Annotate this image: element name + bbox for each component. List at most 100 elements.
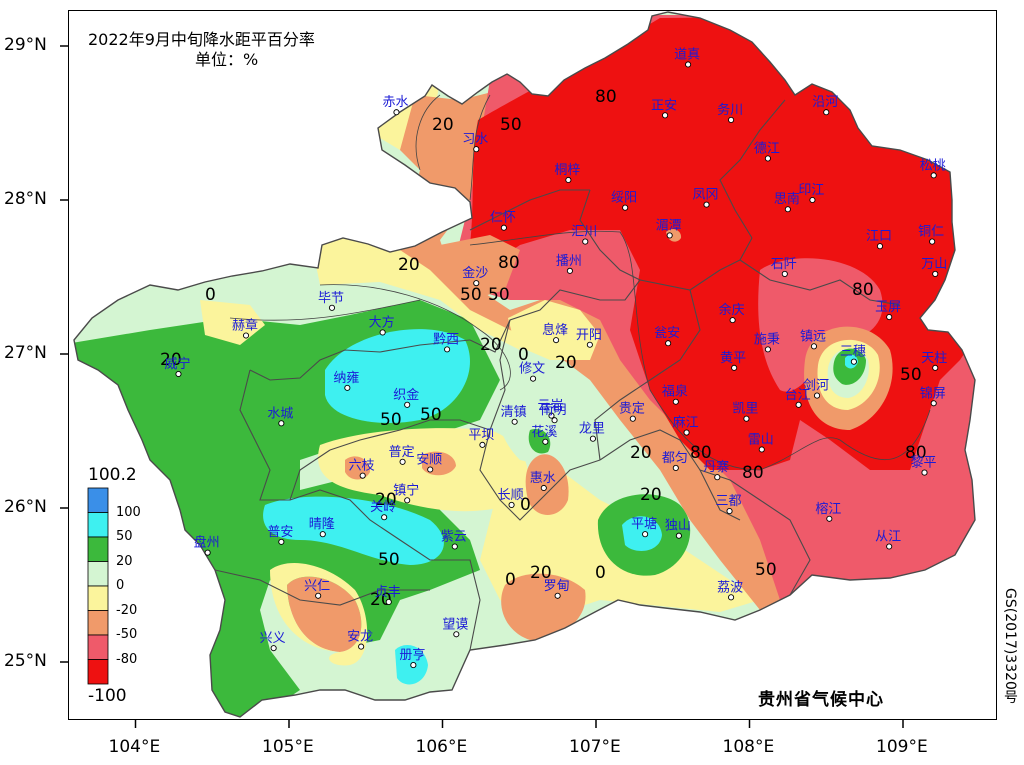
fill-cyan-guanling	[263, 496, 444, 565]
city-marker: 都匀	[662, 451, 688, 472]
city-label: 正安	[651, 98, 677, 113]
fill-cyan-nayong	[325, 329, 470, 423]
city-marker: 罗甸	[544, 579, 570, 599]
contour-label: 50	[488, 285, 510, 305]
city-label: 息烽	[542, 322, 568, 338]
city-label: 独山	[665, 519, 691, 534]
prefecture-boundaries	[214, 99, 901, 651]
contour-label: 20	[370, 590, 392, 610]
city-marker: 三都	[716, 494, 742, 515]
city-marker: 绥阳	[611, 191, 637, 211]
legend-swatch	[87, 536, 109, 562]
city-label: 平塘	[631, 516, 657, 532]
approval-number: GS(2017)3320号	[1002, 588, 1018, 704]
city-label: 普安	[267, 525, 293, 540]
city-dot	[427, 466, 434, 473]
city-marker: 从江	[875, 530, 901, 550]
city-dot	[932, 270, 939, 277]
city-label: 赫章	[232, 318, 258, 334]
city-marker: 修文	[519, 362, 545, 382]
fill-orange-jinsha	[440, 235, 520, 300]
city-marker: 道真	[674, 47, 700, 68]
city-marker: 兴仁	[304, 579, 330, 599]
city-label: 威宁	[164, 356, 190, 372]
contour-label: 20	[555, 353, 577, 373]
city-dot	[385, 598, 392, 605]
city-marker: 汇川	[571, 225, 597, 245]
legend-bin-label: 0	[116, 578, 125, 593]
city-label: 开阳	[576, 328, 602, 343]
fill-orange-sandu	[525, 454, 569, 515]
longitude-gridlines	[134, 720, 904, 728]
city-marker: 余庆	[719, 302, 745, 324]
city-marker: 织金	[393, 387, 419, 408]
city-dot	[683, 429, 690, 436]
city-marker: 晴隆	[309, 517, 335, 538]
city-label: 平坝	[468, 428, 494, 443]
contour-label: 50	[378, 550, 400, 570]
longitude-label: 107°E	[569, 737, 621, 757]
legend	[87, 487, 109, 685]
city-marker: 安顺	[416, 453, 442, 473]
city-marker: 务川	[717, 102, 743, 123]
city-dot	[729, 317, 736, 324]
legend-bin-label: -80	[116, 651, 138, 667]
city-label: 铜仁	[918, 225, 944, 240]
city-dot	[764, 155, 771, 162]
city-marker: 台江	[785, 388, 811, 408]
city-label: 湄潭	[656, 218, 682, 233]
contour-label: 20	[640, 485, 662, 505]
city-dot	[728, 116, 735, 123]
city-dot	[204, 549, 211, 556]
city-marker: 紫云	[441, 530, 467, 550]
city-label: 凯里	[732, 402, 758, 417]
fill-orange-northwest	[400, 90, 800, 610]
city-dot	[675, 532, 682, 539]
legend-swatch	[87, 610, 109, 636]
city-dot	[359, 472, 366, 479]
city-label: 赤水	[382, 95, 408, 110]
city-label: 镇宁	[393, 482, 419, 498]
fill-yellow-central	[318, 428, 529, 512]
city-label: 六枝	[349, 459, 375, 474]
city-marker: 威宁	[164, 356, 190, 378]
city-label: 龙里	[579, 422, 605, 437]
city-dot	[781, 270, 788, 277]
city-marker: 盘州	[194, 535, 220, 556]
city-dot	[500, 224, 507, 231]
city-dot	[929, 238, 936, 245]
contour-label: 50	[380, 410, 402, 430]
city-marker: 南明	[541, 402, 567, 424]
city-dot	[930, 172, 937, 179]
latitude-label: 29°N	[4, 35, 47, 55]
organization-label: 贵州省气候中心	[758, 690, 884, 710]
legend-swatch	[87, 634, 109, 660]
contour-label: 80	[498, 253, 520, 273]
city-dot	[242, 332, 250, 339]
city-label: 毕节	[318, 291, 344, 306]
city-label: 丹寨	[703, 459, 729, 475]
longitude-label: 108°E	[722, 737, 775, 757]
city-marker: 平坝	[468, 428, 494, 448]
city-marker: 贞丰	[375, 585, 401, 605]
contour-labels: 20 50 80 50 20 80 50 0 20 0 50 20 20 20 0 20 0 50 20 50 80 50…	[160, 87, 927, 610]
contour-label: 20	[630, 443, 652, 463]
city-dot	[404, 401, 411, 408]
contour-label: 0	[520, 495, 531, 515]
city-label: 绥阳	[611, 191, 637, 206]
city-marker: 施秉	[754, 331, 780, 353]
city-dot	[672, 464, 679, 472]
city-label: 安顺	[416, 453, 442, 468]
city-marker: 册亨	[399, 647, 425, 669]
city-label: 思南	[774, 191, 800, 207]
city-marker: 黄平	[720, 351, 746, 371]
city-marker: 六枝	[349, 459, 375, 479]
city-dot	[508, 501, 515, 508]
city-marker: 习水	[462, 132, 488, 153]
city-dot	[540, 484, 547, 492]
city-marker: 镇远	[800, 329, 826, 350]
legend-swatch	[87, 659, 109, 685]
city-marker: 湄潭	[656, 218, 682, 239]
city-dot	[473, 146, 480, 153]
contour-label: 50	[755, 560, 777, 580]
